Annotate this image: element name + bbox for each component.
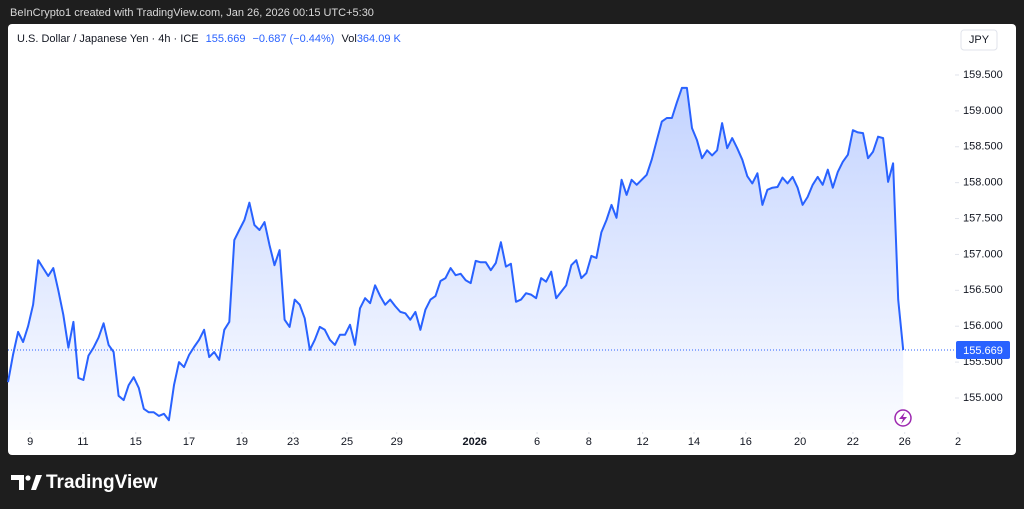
x-tick-label: 6 bbox=[534, 436, 540, 448]
watermark: BeInCrypto1 created with TradingView.com… bbox=[10, 7, 374, 19]
x-tick-label: 11 bbox=[77, 436, 88, 448]
y-tick-label: 156.000 bbox=[963, 320, 1003, 332]
price-line bbox=[7, 86, 905, 422]
y-tick-label: 157.500 bbox=[963, 212, 1003, 224]
x-tick-label: 26 bbox=[899, 436, 911, 448]
y-axis-label: JPY bbox=[969, 34, 990, 46]
area-fill bbox=[8, 87, 904, 431]
change: −0.687 (−0.44%) bbox=[253, 33, 335, 45]
brand: TradingView bbox=[46, 472, 158, 493]
volume-label: Vol bbox=[342, 33, 357, 45]
logo bbox=[11, 475, 42, 490]
x-tick-label: 29 bbox=[391, 436, 403, 448]
last-price: 155.669 bbox=[206, 33, 246, 45]
symbol: U.S. Dollar / Japanese Yen · 4h · ICE bbox=[17, 33, 199, 45]
x-tick-label: 9 bbox=[27, 436, 33, 448]
x-tick-label: 14 bbox=[688, 436, 700, 448]
y-tick-label: 155.500 bbox=[963, 356, 1003, 368]
x-tick-label: 23 bbox=[287, 436, 299, 448]
currency-box[interactable] bbox=[960, 29, 998, 51]
y-tick-label: 156.500 bbox=[963, 284, 1003, 296]
y-tick-label: 158.500 bbox=[963, 141, 1003, 153]
y-tick-label: 158.000 bbox=[963, 177, 1003, 189]
last-price-label: 155.669 bbox=[963, 345, 1003, 357]
x-tick-label: 20 bbox=[794, 436, 806, 448]
x-tick-label: 2 bbox=[955, 436, 961, 448]
x-tick-label: 12 bbox=[637, 436, 649, 448]
x-tick-label: 15 bbox=[130, 436, 142, 448]
volume: 364.09 K bbox=[357, 33, 402, 45]
y-tick-label: 157.000 bbox=[963, 248, 1003, 260]
y-tick-label: 159.500 bbox=[963, 69, 1003, 81]
logo-mark bbox=[11, 475, 24, 490]
x-tick-label: 19 bbox=[236, 436, 248, 448]
x-tick-label: 17 bbox=[183, 436, 195, 448]
x-tick-label: 25 bbox=[341, 436, 353, 448]
x-tick-label: 8 bbox=[586, 436, 592, 448]
event-icon-bolt bbox=[899, 412, 907, 424]
logo-slash bbox=[31, 475, 42, 490]
header: U.S. Dollar / Japanese Yen · 4h · ICE 15… bbox=[17, 33, 402, 45]
plot: 155.000 155.500 156.000 156.500 157.000 157.5… bbox=[7, 69, 1010, 448]
x-tick-label: 16 bbox=[740, 436, 752, 448]
last-price-box bbox=[956, 340, 1010, 359]
x-tick-label: 22 bbox=[847, 436, 859, 448]
logo-dot bbox=[25, 475, 31, 481]
y-tick-label: 159.000 bbox=[963, 105, 1003, 117]
x-tick-label: 2026 bbox=[462, 436, 486, 448]
y-tick-label: 155.000 bbox=[963, 392, 1003, 404]
